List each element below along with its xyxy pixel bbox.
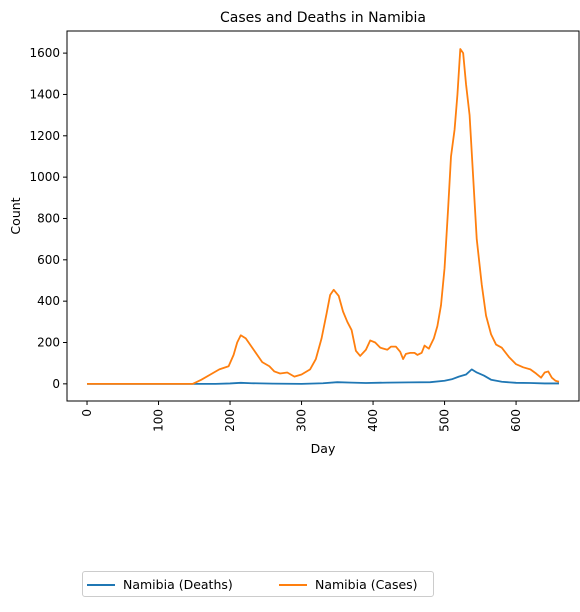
y-tick-label: 1600 bbox=[29, 46, 60, 60]
plot-area bbox=[87, 48, 560, 385]
x-tick-label: 500 bbox=[438, 409, 452, 432]
series-line-deaths bbox=[87, 368, 559, 385]
chart-title: Cases and Deaths in Namibia bbox=[220, 10, 426, 26]
x-tick-label: 200 bbox=[223, 409, 237, 432]
y-tick-label: 400 bbox=[37, 294, 60, 308]
y-tick-label: 1200 bbox=[29, 129, 60, 143]
legend: Namibia (Deaths) Namibia (Cases) bbox=[82, 571, 434, 597]
legend-swatch-deaths bbox=[87, 584, 115, 586]
x-tick-label: 600 bbox=[509, 409, 523, 432]
x-tick-label: 0 bbox=[80, 409, 94, 417]
y-tick-label: 1000 bbox=[29, 170, 60, 184]
plot-frame bbox=[66, 30, 580, 402]
x-axis: 0 100 200 300 400 500 600 bbox=[80, 401, 523, 432]
y-tick-label: 0 bbox=[52, 377, 60, 391]
y-tick-label: 600 bbox=[37, 253, 60, 267]
y-axis: 0 200 400 600 800 1000 1200 1400 1600 bbox=[29, 46, 67, 391]
x-tick-label: 100 bbox=[152, 409, 166, 432]
y-tick-label: 800 bbox=[37, 211, 60, 225]
series-line-cases bbox=[87, 48, 560, 385]
y-tick-label: 200 bbox=[37, 336, 60, 350]
legend-label-deaths: Namibia (Deaths) bbox=[123, 577, 233, 592]
legend-swatch-cases bbox=[279, 584, 307, 586]
legend-label-cases: Namibia (Cases) bbox=[315, 577, 418, 592]
x-tick-label: 400 bbox=[366, 409, 380, 432]
x-tick-label: 300 bbox=[295, 409, 309, 432]
y-tick-label: 1400 bbox=[29, 87, 60, 101]
x-axis-label: Day bbox=[311, 441, 336, 456]
y-axis-label: Count bbox=[8, 197, 23, 234]
